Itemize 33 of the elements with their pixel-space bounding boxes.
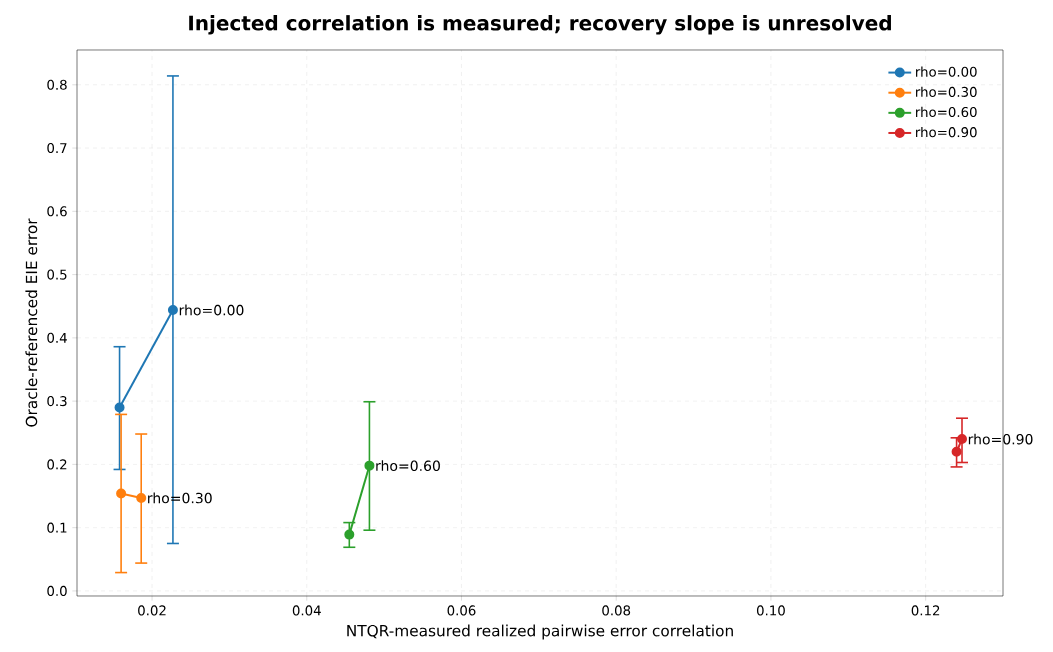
annotation: rho=0.90 bbox=[968, 433, 1033, 445]
y-axis-title: Oracle-referenced EIE error bbox=[25, 218, 38, 427]
x-axis-title: NTQR-measured realized pairwise error correlation bbox=[347, 624, 733, 640]
x-tick-label: 0.10 bbox=[756, 605, 785, 616]
point bbox=[344, 529, 355, 540]
y-tick-label: 0.6 bbox=[47, 206, 67, 217]
y-tick-label: 0.1 bbox=[47, 522, 67, 533]
x-tick-label: 0.06 bbox=[447, 605, 476, 616]
y-tick-label: 0.5 bbox=[47, 269, 67, 280]
legend-label: rho=0.90 bbox=[916, 126, 977, 138]
point bbox=[116, 488, 127, 499]
y-tick-label: 0.3 bbox=[47, 396, 67, 407]
x-tick-label: 0.02 bbox=[138, 605, 166, 616]
y-tick-label: 0.0 bbox=[47, 585, 67, 596]
chart-title: Injected correlation is measured; recovery slope is unresolved bbox=[189, 15, 891, 35]
x-tick-label: 0.04 bbox=[292, 605, 321, 616]
point bbox=[957, 434, 967, 445]
annotation: rho=0.60 bbox=[376, 460, 440, 472]
x-tick-label: 0.08 bbox=[602, 605, 631, 616]
x-tick-label: 0.12 bbox=[911, 605, 940, 616]
legend-label: rho=0.30 bbox=[916, 86, 977, 97]
y-tick-label: 0.7 bbox=[47, 143, 67, 154]
point bbox=[167, 305, 178, 316]
legend-label: rho=0.00 bbox=[916, 66, 977, 77]
legend-label: rho=0.60 bbox=[916, 106, 977, 118]
point bbox=[136, 492, 147, 503]
point bbox=[951, 446, 962, 457]
y-tick-label: 0.2 bbox=[47, 459, 67, 470]
point bbox=[114, 402, 125, 413]
y-tick-label: 0.8 bbox=[47, 79, 67, 90]
y-tick-label: 0.4 bbox=[47, 332, 67, 343]
point bbox=[364, 460, 375, 471]
annotation: rho=0.00 bbox=[179, 304, 244, 316]
